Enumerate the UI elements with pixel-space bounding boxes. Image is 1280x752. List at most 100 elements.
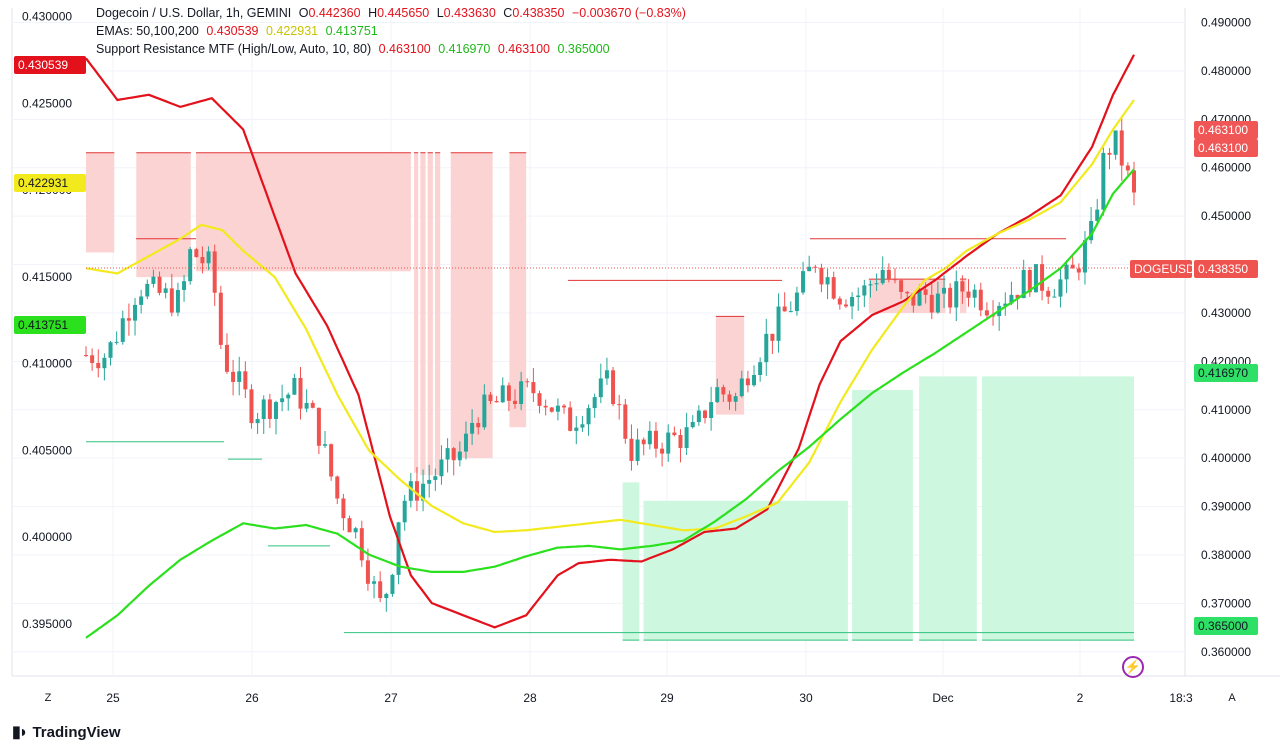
candle-body [90,355,95,364]
candle-body [280,398,285,403]
candle-body [984,310,989,316]
candle-body [935,293,940,313]
time-axis-tick: 25 [106,691,120,705]
left-axis-tick: 0.410000 [22,357,72,371]
candle-body [500,385,505,403]
candle-body [108,342,113,358]
candle-body [1082,240,1087,273]
candle-body [298,377,303,409]
timezone-button[interactable]: Z [44,692,52,704]
candle-body [1064,264,1069,280]
legend-symbol-row: Dogecoin / U.S. Dollar, 1h, GEMINI O0.44… [96,4,690,22]
sr-value-2: 0.416970 [438,42,491,56]
candle-body [139,296,144,305]
candle-body [1003,303,1008,306]
candle-body [182,281,187,290]
candle-body [433,476,438,480]
legend-sr-row[interactable]: Support Resistance MTF (High/Low, Auto, … [96,40,690,58]
candle-body [378,581,383,598]
candle-body [188,249,193,282]
candle-body [1095,209,1100,221]
candle-body [739,378,744,397]
left-axis-tick: 0.395000 [22,617,72,631]
candle-body [745,378,750,386]
candle-body [960,281,965,292]
ohlc-low: L0.433630 [436,6,496,20]
candle-body [384,593,389,598]
candle-body [721,387,726,395]
ema100-price-badge: 0.422931 [18,176,68,190]
candle-body [506,385,511,401]
candle-body [157,276,162,293]
support-mid-badge-bg [1194,364,1258,382]
candle-body [470,422,475,434]
candle-body [580,424,585,428]
candle-body [1089,220,1094,241]
candle-body [1027,269,1032,293]
candle-body [402,500,407,523]
candle-body [335,476,340,499]
candle-body [733,396,738,402]
candle-body [917,289,922,306]
ema-label: EMAs: 50,100,200 [96,24,199,38]
candle-body [549,407,554,412]
legend-ema-row[interactable]: EMAs: 50,100,200 0.430539 0.422931 0.413… [96,22,690,40]
candle-body [457,451,462,461]
candle-body [482,394,487,428]
right-axis-tick: 0.360000 [1201,645,1251,659]
candle-body [231,371,236,382]
candle-body [439,459,444,477]
sr-value-1: 0.463100 [378,42,431,56]
candle-body [702,410,707,419]
candle-body [531,381,536,394]
candle-body [310,402,315,408]
candle-body [942,287,947,294]
tradingview-brand[interactable]: ▮◗ TradingView [12,722,121,742]
right-axis-tick: 0.390000 [1201,500,1251,514]
candle-body [592,397,597,409]
candle-body [586,408,591,425]
candle-body [396,522,401,575]
candle-body [525,381,530,383]
candle-body [623,404,628,439]
resistance-zone [136,152,191,278]
ohlc-change: −0.003670 (−0.83%) [571,6,686,20]
candle-body [1033,264,1038,293]
candle-body [323,444,328,446]
support-zone [982,376,1134,641]
candle-body [905,291,910,294]
candle-body [347,518,352,533]
auto-scale-button[interactable]: A [1228,692,1236,704]
candle-body [513,400,518,405]
right-axis-tick: 0.480000 [1201,64,1251,78]
resistance-zone [86,152,115,253]
candle-body [96,363,101,369]
candle-body [249,389,254,424]
candle-body [837,298,842,305]
time-axis-tick: 18:3 [1169,691,1193,705]
candle-body [1107,152,1112,155]
ema100-line [85,99,1135,534]
ema200-price-badge-bg [14,316,86,334]
candle-body [273,402,278,419]
symbol-title[interactable]: Dogecoin / U.S. Dollar, 1h, GEMINI [96,6,292,20]
candle-body [794,292,799,312]
candle-body [776,306,781,341]
candle-body [316,407,321,446]
right-axis-tick: 0.380000 [1201,548,1251,562]
candle-body [255,419,260,424]
resistance-bottom-badge: 0.463100 [1198,141,1248,155]
candle-body [598,378,603,398]
candle-body [604,370,609,379]
candle-body [892,278,897,281]
time-axis-tick: 29 [660,691,674,705]
candle-body [1132,170,1136,193]
flash-icon[interactable]: ⚡ [1122,656,1144,678]
candle-body [1040,264,1045,291]
candle-body [408,481,413,501]
time-axis-tick: 26 [245,691,259,705]
candle-body [543,405,548,408]
left-axis-tick: 0.415000 [22,270,72,284]
resistance-top-badge: 0.463100 [1198,123,1248,137]
